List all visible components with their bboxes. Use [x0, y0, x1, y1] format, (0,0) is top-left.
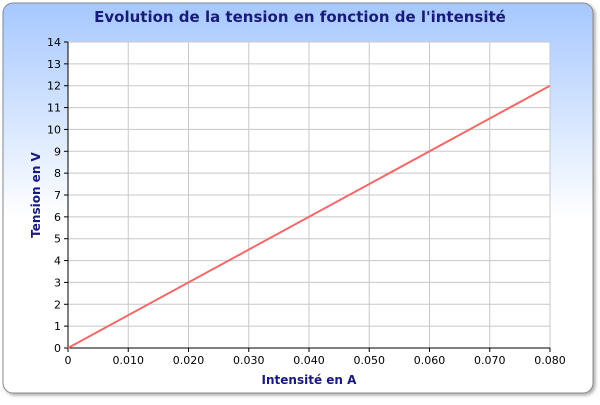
y-tick-label: 13 — [47, 58, 61, 71]
y-tick-label: 2 — [54, 298, 61, 311]
y-tick-label: 11 — [47, 102, 61, 115]
y-tick-label: 4 — [54, 255, 61, 268]
y-tick-label: 12 — [47, 80, 61, 93]
x-tick-label: 0.010 — [113, 354, 145, 367]
x-tick-label: 0.070 — [474, 354, 506, 367]
x-tick-label: 0.060 — [414, 354, 446, 367]
y-axis-label: Tension en V — [29, 151, 43, 237]
y-tick-label: 10 — [47, 123, 61, 136]
y-tick-label: 3 — [54, 276, 61, 289]
y-tick-label: 6 — [54, 211, 61, 224]
y-tick-label: 9 — [54, 145, 61, 158]
axes — [64, 41, 551, 352]
y-tick-label: 0 — [54, 342, 61, 355]
y-tick-label: 7 — [54, 189, 61, 202]
x-tick-labels: 0 0.010 0.020 0.030 0.040 0.050 0.060 0.070 0.08… — [65, 354, 566, 367]
x-tick-label: 0 — [65, 354, 72, 367]
series-line-0 — [67, 84, 551, 349]
grid — [68, 41, 551, 348]
series — [67, 84, 551, 349]
y-tick-label: 14 — [47, 36, 61, 49]
y-tick-label: 1 — [54, 320, 61, 333]
chart-title: Evolution de la tension en fonction de l… — [94, 8, 506, 26]
y-tick-label: 5 — [54, 233, 61, 246]
x-tick-label: 0.050 — [354, 354, 386, 367]
x-tick-label: 0.080 — [534, 354, 566, 367]
x-tick-label: 0.020 — [173, 354, 205, 367]
x-tick-label: 0.030 — [233, 354, 265, 367]
x-axis-label: Intensité en A — [262, 373, 358, 387]
x-tick-label: 0.040 — [293, 354, 325, 367]
y-tick-label: 8 — [54, 167, 61, 180]
